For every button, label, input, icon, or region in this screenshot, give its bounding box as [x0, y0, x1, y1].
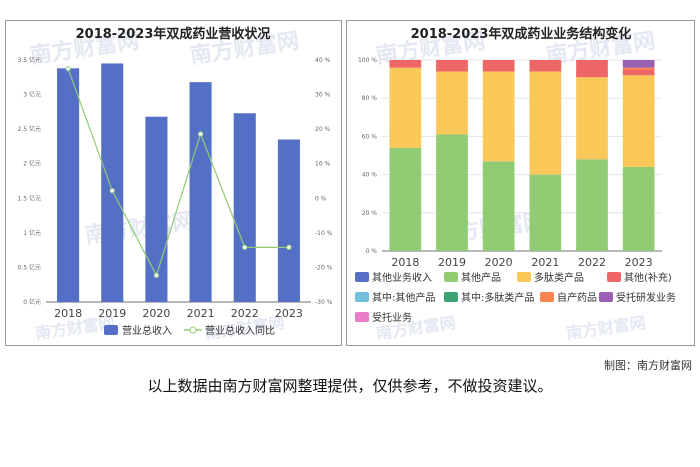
stacked-bar-segment — [482, 60, 515, 72]
y-axis-tick-label: 0 % — [366, 248, 378, 255]
legend-swatch — [444, 272, 458, 282]
y2-axis-tick-label: 20 % — [315, 126, 331, 133]
stacked-bar-segment — [622, 60, 655, 68]
yoy-growth-point — [242, 244, 248, 251]
x-axis-tick-label: 2018 — [391, 256, 419, 269]
stacked-bar-segment — [436, 71, 468, 135]
revenue-chart-panel: 南方财富网 南方财富网 南方财富网 南方财富网 南方财富网 2018-2023年双成药业营… — [5, 20, 342, 346]
y2-axis-tick-label: -10 % — [315, 230, 333, 237]
watermark-text: 南方财富网 — [565, 313, 647, 343]
revenue-bar — [277, 139, 300, 302]
revenue-bar — [145, 116, 168, 302]
x-axis-tick-label: 2018 — [54, 307, 82, 320]
y-axis-tick-label: 60 % — [362, 133, 378, 140]
legend-label: 其他(补充) — [624, 271, 672, 284]
y2-axis-tick-label: 0 % — [315, 195, 327, 202]
x-axis-tick-label: 2021 — [187, 307, 215, 320]
stacked-bar-segment — [622, 67, 655, 70]
legend-label-yoy: 营业总收入同比 — [205, 324, 275, 337]
y-axis-tick-label: 3.5 亿元 — [18, 56, 41, 64]
business-structure-chart-panel: 南方财富网南方财富网南方财富网南方财富网南方财富网2018-2023年双成药业业… — [346, 20, 695, 346]
stacked-bar-segment — [529, 60, 562, 72]
stacked-bar-segment — [482, 161, 515, 251]
y-axis-tick-label: 0.5 亿元 — [18, 263, 41, 271]
x-axis-tick-label: 2020 — [142, 307, 170, 320]
revenue-bar — [233, 113, 256, 303]
chart-title: 2018-2023年双成药业营收状况 — [76, 26, 271, 42]
stacked-bar-segment — [529, 174, 562, 251]
y2-axis-tick-label: -30 % — [315, 299, 333, 306]
stacked-bar-segment — [389, 147, 422, 251]
revenue-bar — [189, 82, 212, 302]
stacked-bar-segment — [576, 60, 608, 78]
revenue-bar — [57, 68, 80, 302]
legend-label: 受托业务 — [372, 311, 412, 324]
y-axis-tick-label: 0 亿元 — [23, 298, 41, 306]
x-axis-tick-label: 2022 — [578, 256, 606, 269]
stacked-bar-segment — [436, 60, 468, 72]
y-axis-tick-label: 2.5 亿元 — [18, 125, 41, 133]
y-axis-tick-label: 100 % — [358, 57, 377, 64]
legend-swatch — [540, 292, 554, 302]
chart-credit: 制图：南方财富网 — [604, 359, 692, 372]
legend-swatch — [517, 272, 531, 282]
stacked-bar-segment — [389, 60, 422, 68]
x-axis-tick-label: 2022 — [231, 307, 259, 320]
legend-label: 其中:多肽类产品 — [461, 291, 534, 304]
y-axis-tick-label: 3 亿元 — [23, 91, 41, 99]
legend-swatch — [599, 292, 613, 302]
yoy-growth-line — [67, 68, 289, 277]
stacked-bar-segment — [576, 159, 608, 251]
stacked-bar-segment — [482, 71, 515, 162]
y-axis-tick-label: 20 % — [362, 210, 378, 217]
legend-label: 自产药品 — [557, 291, 597, 304]
y2-axis-tick-label: -20 % — [315, 264, 333, 271]
legend-label-revenue: 营业总收入 — [122, 324, 172, 337]
legend-swatch — [444, 292, 458, 302]
y-axis-tick-label: 1.5 亿元 — [18, 194, 41, 202]
stacked-bar-segment — [436, 134, 468, 251]
x-axis-tick-label: 2023 — [275, 307, 303, 320]
yoy-growth-point — [286, 244, 292, 251]
legend-swatch-yoy-marker — [189, 326, 197, 334]
stacked-bar-segment — [529, 71, 562, 175]
yoy-growth-point — [197, 131, 204, 137]
x-axis-tick-label: 2019 — [98, 307, 126, 320]
y-axis-tick-label: 80 % — [362, 95, 378, 102]
yoy-growth-point — [153, 272, 160, 279]
disclaimer-text: 以上数据由南方财富网整理提供，仅供参考，不做投资建议。 — [147, 377, 553, 395]
legend-label: 多肽类产品 — [534, 271, 584, 284]
legend-swatch — [355, 292, 369, 302]
legend-label: 其中:其他产品 — [372, 291, 435, 304]
legend-swatch-revenue — [104, 325, 118, 335]
yoy-growth-point — [109, 187, 115, 194]
stacked-bar-segment — [622, 75, 655, 167]
stacked-bar-segment — [622, 166, 655, 251]
y-axis-tick-label: 2 亿元 — [23, 160, 41, 168]
business-structure-chart: 南方财富网南方财富网南方财富网南方财富网南方财富网2018-2023年双成药业业… — [355, 26, 676, 343]
stacked-bar-segment — [622, 69, 655, 76]
y-axis-tick-label: 1 亿元 — [23, 229, 41, 237]
y2-axis-tick-label: 40 % — [315, 57, 331, 64]
yoy-growth-point — [65, 65, 71, 72]
legend-label: 其他业务收入 — [372, 271, 432, 284]
legend-swatch — [607, 272, 621, 282]
x-axis-tick-label: 2023 — [625, 256, 653, 269]
y2-axis-tick-label: 10 % — [315, 161, 331, 168]
legend-swatch — [355, 272, 369, 282]
legend-label: 受托研发业务 — [616, 291, 676, 304]
y2-axis-tick-label: 30 % — [315, 92, 331, 99]
x-axis-tick-label: 2021 — [531, 256, 559, 269]
legend-label: 其他产品 — [461, 271, 501, 284]
legend-swatch — [355, 312, 369, 322]
stacked-bar-segment — [576, 77, 608, 160]
x-axis-tick-label: 2019 — [438, 256, 466, 269]
chart-title: 2018-2023年双成药业业务结构变化 — [411, 26, 632, 42]
stacked-bar-segment — [389, 67, 422, 148]
x-axis-tick-label: 2020 — [485, 256, 513, 269]
y-axis-tick-label: 40 % — [362, 172, 378, 179]
revenue-bar — [101, 63, 124, 303]
